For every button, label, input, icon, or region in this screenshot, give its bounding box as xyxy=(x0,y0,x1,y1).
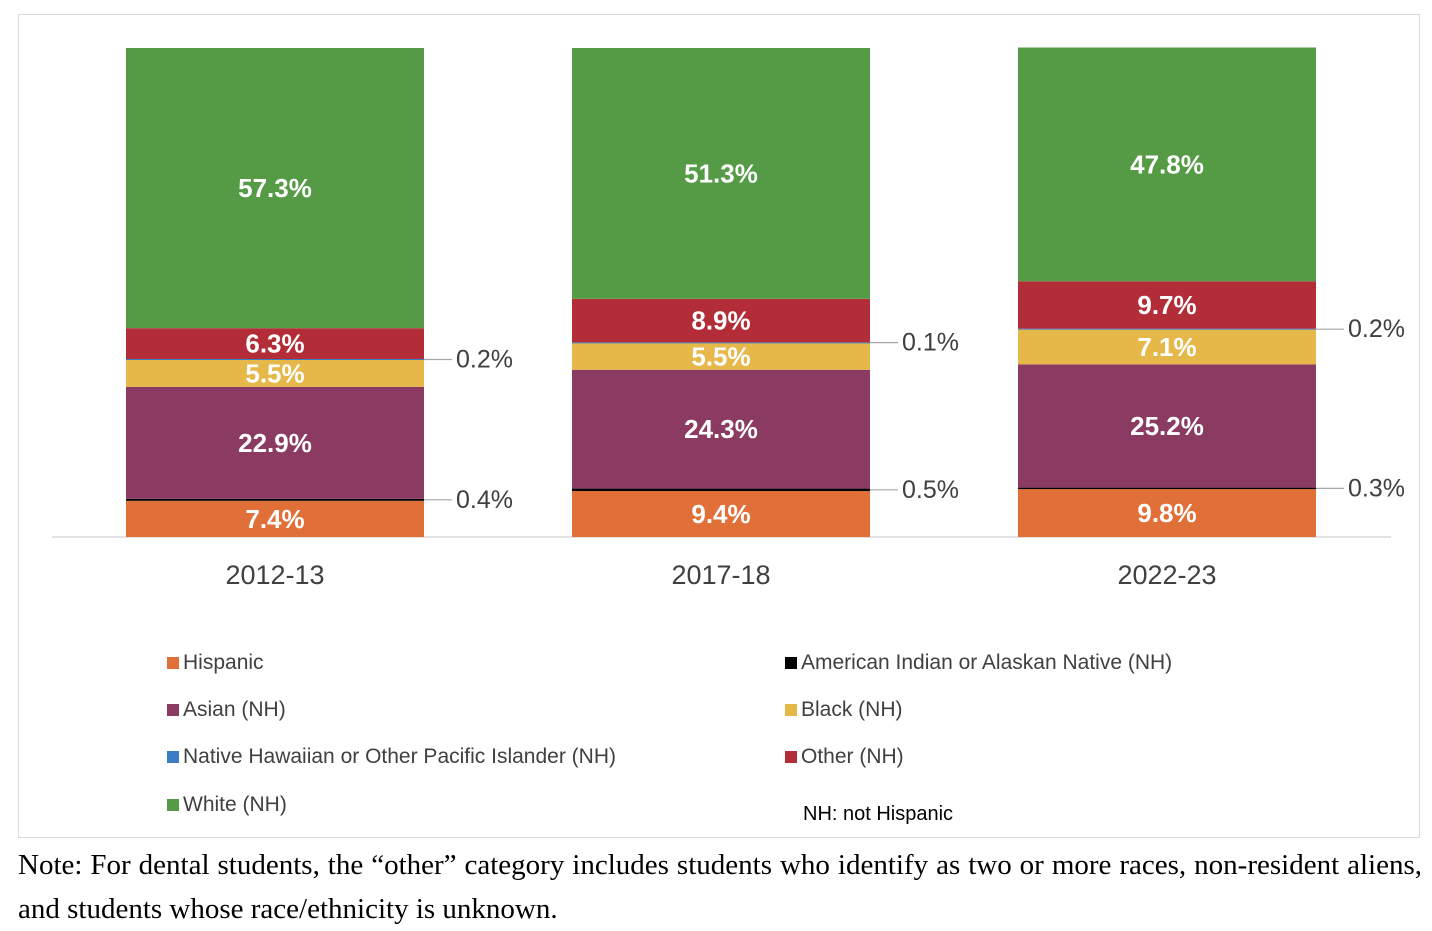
legend-swatch-hispanic xyxy=(167,657,179,669)
data-label-native-hawaiian-or-other-pacific-islander-nh-2017-18: 0.1% xyxy=(902,329,959,357)
legend-item-other: Other (NH) xyxy=(785,745,904,769)
legend-label-white: White (NH) xyxy=(183,793,287,816)
category-label-2022-23: 2022-23 xyxy=(1117,560,1216,590)
bar-white-nh-2017-18 xyxy=(572,48,870,299)
legend-label-black: Black (NH) xyxy=(801,698,903,721)
data-label-black-nh-2017-18: 5.5% xyxy=(691,341,750,371)
data-label-native-hawaiian-or-other-pacific-islander-nh-2022-23: 0.2% xyxy=(1348,315,1405,343)
bar-native-hawaiian-or-other-pacific-islander-nh-2022-23 xyxy=(1018,328,1316,330)
data-label-asian-nh-2017-18: 24.3% xyxy=(684,414,758,444)
bar-hispanic-2017-18 xyxy=(572,491,870,537)
bar-american-indian-or-alaskan-native-nh-2017-18 xyxy=(572,488,870,492)
category-label-2017-18: 2017-18 xyxy=(671,560,770,590)
data-label-american-indian-or-alaskan-native-nh-2022-23: 0.3% xyxy=(1348,474,1405,502)
legend-note: NH: not Hispanic xyxy=(803,803,954,825)
legend-swatch-asian xyxy=(167,704,179,716)
bar-native-hawaiian-or-other-pacific-islander-nh-2012-13 xyxy=(126,359,424,361)
data-label-other-nh-2017-18: 8.9% xyxy=(691,306,750,336)
data-label-american-indian-or-alaskan-native-nh-2012-13: 0.4% xyxy=(456,486,513,514)
legend-item-hispanic: Hispanic xyxy=(167,651,264,675)
chart-legend: Hispanic American Indian or Alaskan Nati… xyxy=(167,651,1317,836)
data-label-native-hawaiian-or-other-pacific-islander-nh-2012-13: 0.2% xyxy=(456,345,513,373)
legend-swatch-white xyxy=(167,799,179,811)
bar-american-indian-or-alaskan-native-nh-2022-23 xyxy=(1018,487,1316,490)
data-label-black-nh-2012-13: 5.5% xyxy=(245,358,304,388)
data-label-other-nh-2012-13: 6.3% xyxy=(245,329,304,359)
data-label-white-nh-2022-23: 47.8% xyxy=(1130,149,1204,179)
bar-white-nh-2012-13 xyxy=(126,48,424,329)
data-label-asian-nh-2022-23: 25.2% xyxy=(1130,411,1204,441)
data-label-white-nh-2012-13: 57.3% xyxy=(238,173,312,203)
bar-other-nh-2017-18 xyxy=(572,298,870,343)
legend-label-native-hawaiian: Native Hawaiian or Other Pacific Islande… xyxy=(183,745,616,768)
category-label-2012-13: 2012-13 xyxy=(225,560,324,590)
data-label-hispanic-2012-13: 7.4% xyxy=(245,504,304,534)
legend-label-other: Other (NH) xyxy=(801,745,904,768)
legend-label-asian: Asian (NH) xyxy=(183,698,286,721)
bar-asian-nh-2022-23 xyxy=(1018,364,1316,488)
bar-black-nh-2022-23 xyxy=(1018,329,1316,365)
legend-swatch-american-indian xyxy=(785,657,797,669)
data-label-american-indian-or-alaskan-native-nh-2017-18: 0.5% xyxy=(902,476,959,504)
data-label-white-nh-2017-18: 51.3% xyxy=(684,158,758,188)
stacked-bar-chart: 7.4%22.9%5.5%6.3%57.3%0.4%0.2%2012-139.4… xyxy=(52,47,1405,590)
chart-frame: 7.4% 22.9% 5.5% 6.3% 57.3% 0.4% 0.2% 2012-13 9.4… xyxy=(18,14,1420,838)
bar-black-nh-2012-13 xyxy=(126,359,424,387)
bar-hispanic-2012-13 xyxy=(126,500,424,537)
bar-asian-nh-2017-18 xyxy=(572,369,870,489)
legend-item-black: Black (NH) xyxy=(785,698,903,722)
data-label-other-nh-2022-23: 9.7% xyxy=(1137,290,1196,320)
bar-asian-nh-2012-13 xyxy=(126,386,424,499)
data-label-hispanic-2022-23: 9.8% xyxy=(1137,498,1196,528)
data-label-black-nh-2022-23: 7.1% xyxy=(1137,332,1196,362)
legend-label-hispanic: Hispanic xyxy=(183,651,264,674)
legend-swatch-native-hawaiian xyxy=(167,751,179,763)
data-label-hispanic-2017-18: 9.4% xyxy=(691,499,750,529)
data-label-asian-nh-2012-13: 22.9% xyxy=(238,428,312,458)
bar-black-nh-2017-18 xyxy=(572,342,870,370)
bar-other-nh-2012-13 xyxy=(126,328,424,360)
bar-other-nh-2022-23 xyxy=(1018,281,1316,329)
legend-swatch-black xyxy=(785,704,797,716)
bar-american-indian-or-alaskan-native-nh-2012-13 xyxy=(126,498,424,501)
figure-note: Note: For dental students, the “other” c… xyxy=(18,849,1422,925)
bar-native-hawaiian-or-other-pacific-islander-nh-2017-18 xyxy=(572,342,870,344)
legend-item-native-hawaiian: Native Hawaiian or Other Pacific Islande… xyxy=(167,745,616,769)
bar-white-nh-2022-23 xyxy=(1018,47,1316,282)
legend-item-american-indian: American Indian or Alaskan Native (NH) xyxy=(785,651,1172,675)
legend-label-american-indian: American Indian or Alaskan Native (NH) xyxy=(801,651,1173,674)
bar-hispanic-2022-23 xyxy=(1018,489,1316,537)
legend-item-asian: Asian (NH) xyxy=(167,698,286,722)
legend-item-white: White (NH) xyxy=(167,793,287,817)
legend-swatch-other xyxy=(785,751,797,763)
